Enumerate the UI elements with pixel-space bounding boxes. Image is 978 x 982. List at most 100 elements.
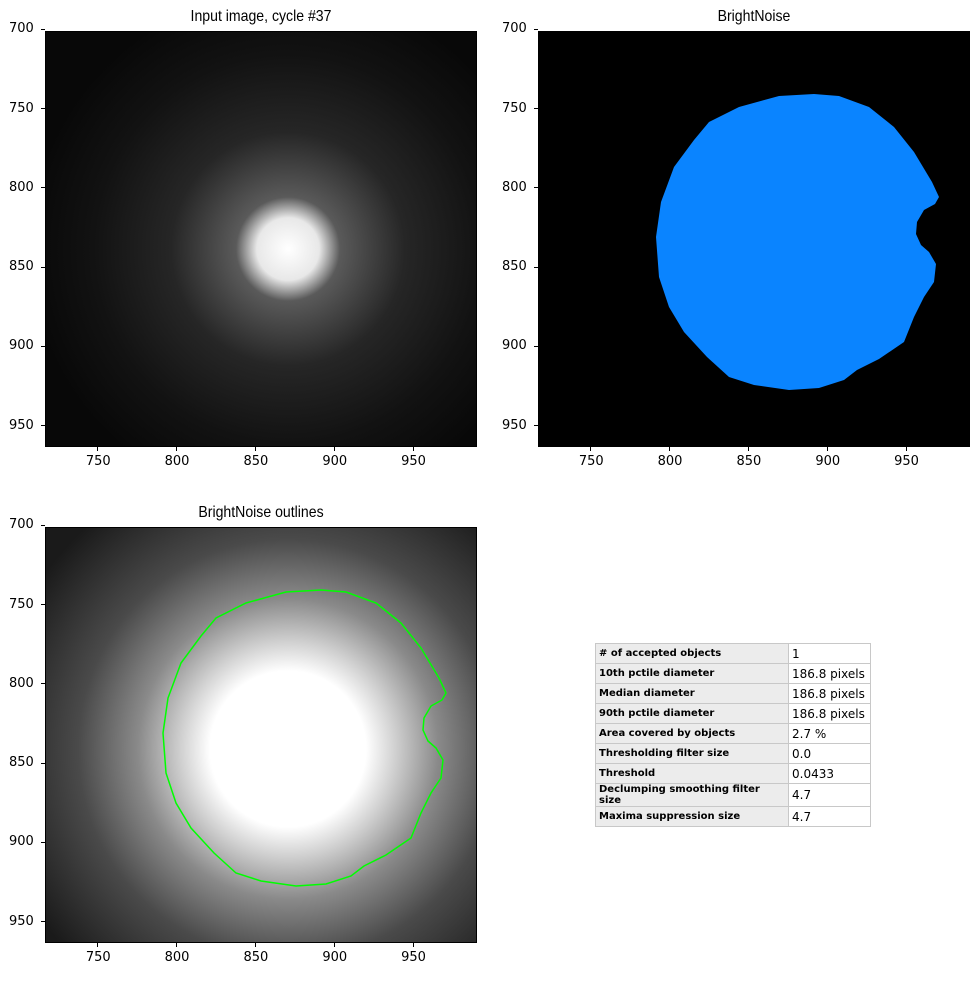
stat-value: 1	[788, 643, 871, 664]
x-tick-label: 900	[322, 454, 348, 469]
y-tick-mark	[41, 28, 45, 30]
x-tick-mark	[333, 943, 335, 947]
y-tick-label: 800	[9, 675, 34, 691]
y-tick-label: 750	[9, 596, 34, 612]
stat-value: 4.7	[788, 783, 871, 807]
x-tick-mark	[176, 943, 178, 947]
y-tick-mark	[534, 345, 538, 347]
y-tick-label: 700	[502, 21, 527, 37]
y-tick-mark	[41, 841, 45, 843]
stat-label: # of accepted objects	[595, 643, 789, 664]
x-tick-label: 850	[243, 950, 269, 965]
input-image-title: Input image, cycle #37	[190, 8, 332, 25]
y-tick-mark	[534, 28, 538, 30]
y-tick-label: 850	[9, 755, 34, 771]
stat-label: 90th pctile diameter	[595, 703, 789, 724]
y-tick-mark	[41, 762, 45, 764]
object-outline	[162, 589, 447, 887]
y-tick-label: 750	[502, 100, 527, 116]
stat-value: 2.7 %	[788, 723, 871, 744]
x-tick-label: 950	[401, 454, 426, 469]
measurements-table: # of accepted objects 1 10th pctile diamet…	[595, 643, 871, 827]
x-tick-mark	[254, 447, 256, 451]
stat-value: 186.8 pixels	[788, 703, 871, 724]
y-tick-mark	[41, 266, 45, 268]
y-tick-label: 850	[9, 259, 34, 275]
x-tick-label: 900	[815, 454, 841, 469]
x-tick-label: 800	[657, 454, 683, 469]
outlines-image-title: BrightNoise outlines	[198, 504, 324, 521]
y-tick-mark	[41, 108, 45, 110]
y-tick-mark	[534, 266, 538, 268]
x-tick-mark	[176, 447, 178, 451]
y-tick-label: 700	[9, 21, 34, 37]
table-row: 90th pctile diameter 186.8 pixels	[595, 703, 871, 724]
y-tick-mark	[41, 683, 45, 685]
x-tick-label: 750	[85, 950, 111, 965]
x-tick-label: 850	[736, 454, 762, 469]
y-tick-label: 900	[9, 834, 34, 850]
y-tick-mark	[534, 108, 538, 110]
x-tick-label: 800	[164, 950, 190, 965]
x-tick-mark	[97, 447, 99, 451]
x-tick-mark	[254, 943, 256, 947]
y-tick-mark	[41, 187, 45, 189]
x-tick-label: 750	[578, 454, 604, 469]
x-tick-label: 950	[401, 950, 426, 965]
y-tick-label: 900	[9, 338, 34, 354]
y-tick-label: 900	[502, 338, 527, 354]
x-tick-label: 850	[243, 454, 269, 469]
stat-value: 0.0	[788, 743, 871, 764]
stat-label: Maxima suppression size	[595, 806, 789, 827]
stat-label: Median diameter	[595, 683, 789, 704]
y-tick-mark	[534, 187, 538, 189]
y-tick-label: 800	[9, 179, 34, 195]
stat-value: 0.0433	[788, 763, 871, 784]
x-tick-mark	[826, 447, 828, 451]
table-row: Thresholding filter size 0.0	[595, 743, 871, 764]
objects-image-canvas	[656, 94, 939, 390]
y-tick-label: 850	[502, 259, 527, 275]
x-tick-label: 900	[322, 950, 348, 965]
table-row: Maxima suppression size 4.7	[595, 806, 871, 827]
stat-label: Area covered by objects	[595, 723, 789, 744]
x-tick-mark	[747, 447, 749, 451]
stat-value: 4.7	[788, 806, 871, 827]
objects-image-title: BrightNoise	[717, 8, 791, 25]
y-tick-label: 950	[502, 417, 527, 433]
x-tick-label: 750	[85, 454, 111, 469]
stat-label: Threshold	[595, 763, 789, 784]
table-row: 10th pctile diameter 186.8 pixels	[595, 663, 871, 684]
input-image-plot[interactable]	[45, 31, 477, 447]
x-tick-mark	[412, 447, 414, 451]
stat-label: 10th pctile diameter	[595, 663, 789, 684]
y-tick-label: 950	[9, 913, 34, 929]
y-tick-mark	[41, 524, 45, 526]
stat-label: Declumping smoothing filter size	[595, 783, 789, 807]
table-row: Threshold 0.0433	[595, 763, 871, 784]
x-tick-mark	[412, 943, 414, 947]
x-tick-mark	[333, 447, 335, 451]
x-tick-label: 800	[164, 454, 190, 469]
table-row: Area covered by objects 2.7 %	[595, 723, 871, 744]
object-region	[656, 94, 939, 390]
y-tick-label: 700	[9, 517, 34, 533]
y-tick-mark	[41, 604, 45, 606]
y-tick-label: 800	[502, 179, 527, 195]
stat-value: 186.8 pixels	[788, 683, 871, 704]
y-tick-mark	[41, 425, 45, 427]
x-tick-mark	[97, 943, 99, 947]
x-tick-mark	[905, 447, 907, 451]
y-tick-mark	[534, 425, 538, 427]
table-row: Declumping smoothing filter size 4.7	[595, 783, 871, 807]
outlines-image-plot[interactable]	[45, 527, 477, 943]
table-row: # of accepted objects 1	[595, 643, 871, 664]
stat-label: Thresholding filter size	[595, 743, 789, 764]
y-tick-mark	[41, 345, 45, 347]
outlines-image-canvas	[46, 528, 476, 942]
y-tick-mark	[41, 921, 45, 923]
stat-value: 186.8 pixels	[788, 663, 871, 684]
objects-image-plot[interactable]	[538, 31, 970, 447]
x-tick-mark	[669, 447, 671, 451]
x-tick-mark	[590, 447, 592, 451]
